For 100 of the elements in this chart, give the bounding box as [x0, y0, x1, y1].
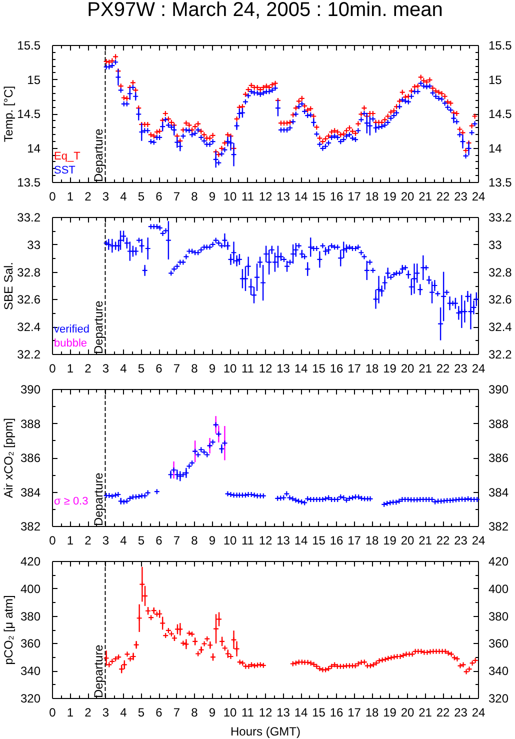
y-axis-title: Temp. [°C]: [2, 86, 16, 142]
x-tick-label: 0: [49, 362, 56, 376]
y-tick-label: 380: [20, 609, 41, 624]
x-tick-label: 7: [173, 190, 180, 204]
y2-tick-label: 400: [488, 582, 509, 596]
y-tick-label: 32.2: [17, 348, 41, 362]
y-tick-label: 13.5: [17, 176, 41, 190]
x-tick-label: 5: [138, 534, 145, 548]
x-tick-label: 14: [294, 706, 308, 720]
x-tick-label: 19: [383, 534, 397, 548]
x-tick-label: 8: [191, 190, 198, 204]
x-tick-label: 17: [348, 362, 362, 376]
y2-tick-label: 15: [488, 72, 502, 87]
x-tick-label: 14: [294, 190, 308, 204]
ref-line-label: Departure: [91, 300, 106, 354]
x-tick-label: 6: [156, 534, 163, 548]
x-tick-label: 3: [102, 706, 110, 720]
x-tick-label: 8: [191, 534, 198, 548]
y-axis-title: pCO₂ [μ atm]: [2, 595, 16, 665]
x-tick-label: 1: [66, 706, 74, 720]
x-tick-label: 19: [383, 362, 397, 376]
y2-tick-label: 320: [488, 692, 509, 706]
x-tick-label: 19: [383, 190, 397, 204]
y-tick-label: 360: [20, 636, 41, 651]
text: Eq_T: [54, 150, 81, 162]
x-tick-label: 15: [312, 706, 326, 720]
chart-title: PX97W : March 24, 2005 : 10min. mean: [87, 0, 443, 21]
y-tick-label: 32.4: [17, 320, 41, 334]
x-axis-title: Hours (GMT): [230, 724, 300, 738]
x-tick-label: 12: [258, 190, 272, 204]
y2-tick-label: 13.5: [488, 176, 512, 190]
y2-tick-label: 388: [488, 416, 509, 431]
y2-tick-label: 14: [488, 141, 502, 156]
x-tick-label: 2: [84, 534, 92, 548]
x-tick-label: 19: [383, 706, 397, 720]
x-tick-label: 24: [472, 362, 486, 376]
y-axis-title: Air xCO₂ [ppm]: [2, 418, 16, 498]
x-tick-label: 20: [400, 190, 414, 204]
x-tick-label: 17: [348, 534, 362, 548]
legend-label: bubble: [54, 338, 88, 350]
x-tick-label: 6: [156, 190, 163, 204]
x-tick-label: 23: [454, 362, 468, 376]
x-tick-label: 10: [223, 190, 237, 204]
x-tick-label: 17: [348, 706, 362, 720]
x-tick-label: 16: [330, 534, 344, 548]
x-tick-label: 9: [208, 706, 216, 720]
y-tick-label: 15.5: [17, 38, 41, 52]
x-tick-label: 18: [365, 190, 379, 204]
y2-tick-label: 340: [488, 664, 509, 678]
text: verified: [54, 324, 90, 336]
x-tick-label: 23: [454, 534, 468, 548]
x-tick-label: 13: [276, 190, 290, 204]
x-tick-label: 1: [66, 190, 74, 204]
x-tick-label: 11: [242, 534, 254, 548]
y2-tick-label: 32.6: [488, 292, 512, 307]
x-tick-label: 17: [348, 190, 362, 204]
y-tick-label: 340: [20, 664, 41, 678]
y-tick-label: 33: [27, 238, 41, 252]
x-tick-label: 0: [49, 534, 56, 548]
x-tick-label: 12: [258, 534, 272, 548]
x-tick-label: 10: [223, 706, 237, 720]
x-tick-label: 2: [84, 362, 92, 376]
y-tick-label: 420: [20, 554, 41, 568]
text: σ ≥ 0.3: [54, 496, 88, 508]
y-tick-label: 390: [20, 382, 41, 396]
x-tick-label: 20: [400, 706, 414, 720]
x-tick-label: 9: [208, 362, 216, 376]
y-tick-label: 388: [20, 416, 41, 431]
x-tick-label: 9: [208, 190, 216, 204]
x-tick-label: 20: [400, 534, 414, 548]
x-tick-label: 15: [312, 362, 326, 376]
y2-tick-label: 33.2: [488, 210, 512, 224]
x-tick-label: 5: [138, 190, 145, 204]
x-tick-label: 9: [208, 534, 216, 548]
x-tick-label: 4: [120, 534, 128, 548]
x-tick-label: 4: [120, 362, 128, 376]
x-tick-label: 10: [223, 534, 237, 548]
x-tick-label: 2: [84, 190, 92, 204]
x-tick-label: 7: [173, 362, 180, 376]
x-tick-label: 8: [191, 706, 198, 720]
x-tick-label: 6: [156, 362, 163, 376]
x-tick-label: 13: [276, 706, 290, 720]
y2-tick-label: 32.2: [488, 348, 512, 362]
y-axis-title: SBE Sal.: [2, 262, 16, 310]
x-tick-label: 0: [49, 706, 56, 720]
x-tick-label: 7: [173, 706, 180, 720]
x-tick-label: 10: [223, 362, 237, 376]
x-tick-label: 23: [454, 706, 468, 720]
x-tick-label: 4: [120, 190, 128, 204]
x-tick-label: 22: [436, 362, 450, 376]
y2-tick-label: 380: [488, 609, 509, 624]
y-tick-label: 32.6: [17, 292, 41, 307]
x-tick-label: 7: [173, 534, 180, 548]
y-tick-label: 320: [20, 692, 41, 706]
x-tick-label: 15: [312, 534, 326, 548]
ref-line-label: Departure: [91, 472, 106, 526]
x-tick-label: 5: [138, 362, 145, 376]
x-tick-label: 21: [418, 190, 432, 204]
ref-line-label: Departure: [91, 644, 106, 698]
x-tick-label: 22: [436, 534, 450, 548]
